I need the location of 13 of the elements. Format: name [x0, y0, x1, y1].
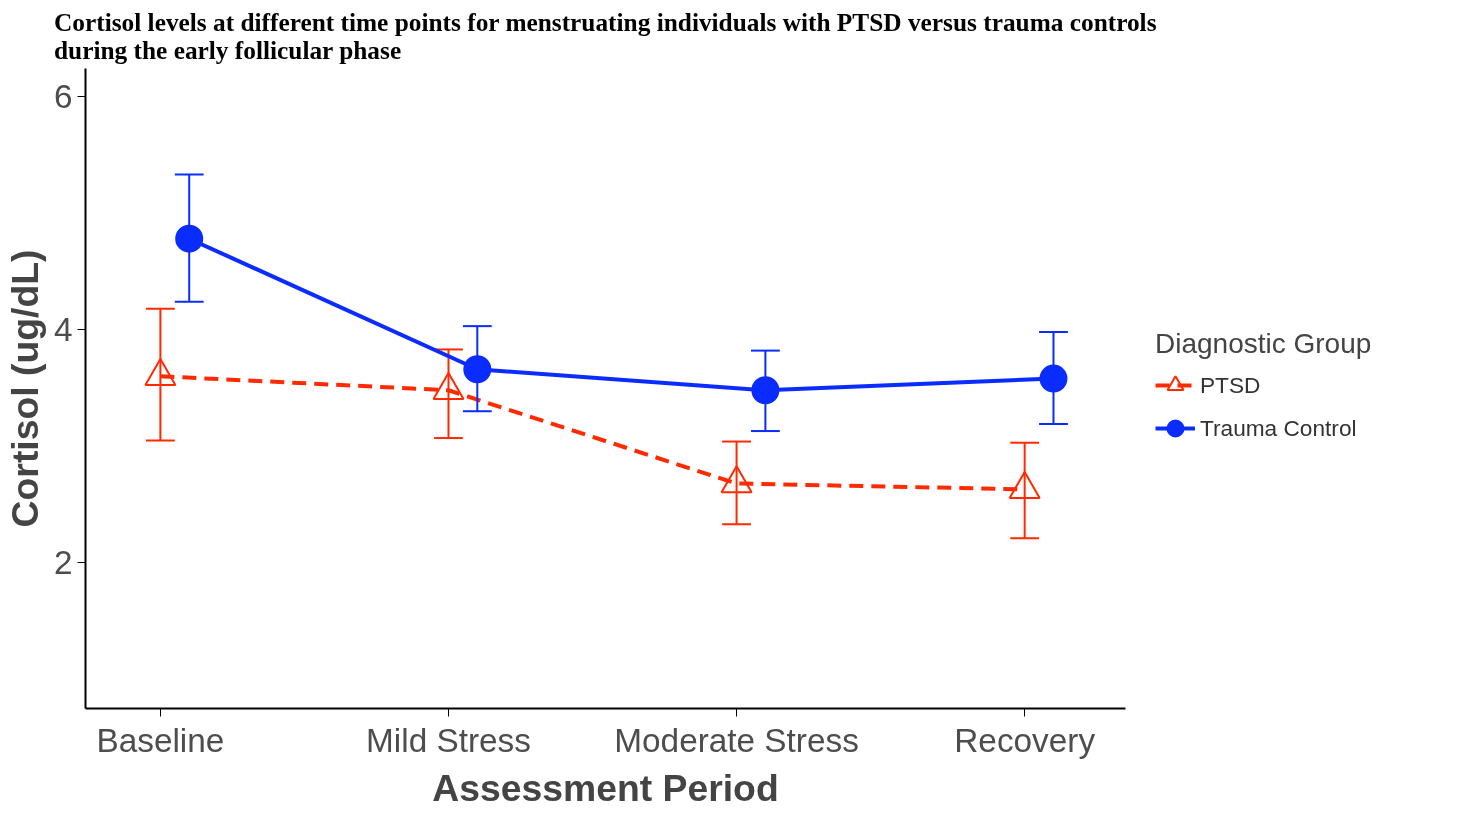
y-tick-label: 2 — [53, 544, 73, 582]
legend-label: PTSD — [1200, 371, 1261, 399]
x-tick-label: Baseline — [96, 721, 225, 759]
x-axis-title: Assessment Period — [432, 766, 779, 809]
x-tick-label: Moderate Stress — [614, 721, 859, 759]
chart-title: Cortisol levels at different time points for menstruating individuals with PTSD versus trauma controls during the early follicular phase — [54, 7, 1157, 64]
y-tick-label: 4 — [53, 311, 73, 349]
legend-title: Diagnostic Group — [1155, 328, 1372, 360]
y-axis-title: Cortisol (ug/dL) — [3, 249, 46, 528]
y-tick-label: 6 — [53, 77, 73, 115]
x-tick-label: Mild Stress — [366, 721, 531, 759]
x-tick-label: Recovery — [954, 721, 1096, 759]
legend-label: Trauma Control — [1200, 414, 1357, 442]
